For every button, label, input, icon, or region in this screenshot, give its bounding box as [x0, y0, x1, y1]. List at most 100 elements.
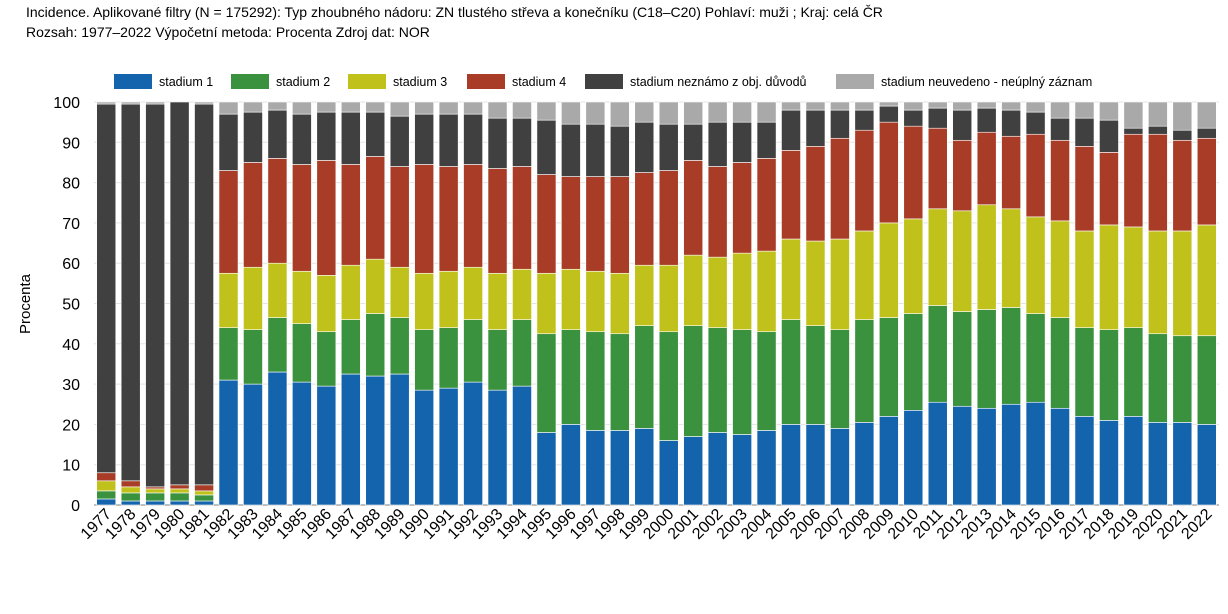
- bar-segment: [365, 375, 386, 506]
- bar-segment: [438, 270, 459, 328]
- bar-segment: [340, 319, 361, 375]
- bar-segment: [805, 240, 826, 326]
- bars: [96, 101, 1217, 506]
- bar-segment: [830, 101, 850, 111]
- bar-segment: [145, 500, 165, 506]
- bar-segment: [145, 486, 165, 490]
- bar-segment: [487, 101, 508, 119]
- bar-segment: [194, 103, 214, 486]
- bar-segment: [805, 101, 826, 111]
- bar-segment: [1001, 208, 1021, 308]
- bar-segment: [487, 117, 508, 169]
- bar-segment: [561, 424, 581, 506]
- legend-swatch: [114, 74, 152, 89]
- bar-segment: [707, 327, 728, 433]
- bar-segment: [561, 123, 581, 177]
- bar-segment: [218, 101, 239, 115]
- bar-segment: [512, 101, 532, 119]
- bar-segment: [1148, 422, 1168, 506]
- bar-segment: [218, 327, 239, 381]
- bar-segment: [1099, 101, 1119, 121]
- bar-segment: [805, 146, 826, 242]
- bar-segment: [830, 238, 850, 331]
- bar-segment: [658, 170, 679, 266]
- bar-segment: [1001, 101, 1021, 111]
- bar-segment: [463, 381, 483, 506]
- bar-segment: [267, 109, 288, 159]
- bar-segment: [1196, 127, 1217, 139]
- bar-segment: [487, 272, 508, 330]
- bar-segment: [1172, 335, 1193, 423]
- bar-segment: [169, 488, 190, 494]
- bar-segment: [96, 101, 117, 105]
- bar-segment: [976, 131, 997, 206]
- bar-segment: [120, 492, 141, 502]
- bar-segment: [536, 119, 557, 175]
- bar-segment: [756, 121, 777, 159]
- bar-segment: [1172, 129, 1193, 141]
- legend-swatch: [585, 74, 623, 89]
- bar-segment: [1196, 101, 1217, 129]
- bar-segment: [952, 101, 973, 111]
- bar-segment: [389, 317, 410, 375]
- bar-segment: [243, 266, 263, 330]
- bar-segment: [683, 160, 704, 256]
- bar-segment: [1196, 335, 1217, 425]
- bar-segment: [878, 121, 899, 224]
- bar-segment: [927, 401, 948, 506]
- bar-segment: [781, 150, 801, 240]
- bar-segment: [634, 264, 655, 326]
- bar-segment: [854, 109, 875, 131]
- bar-segment: [96, 103, 117, 474]
- bar-segment: [756, 158, 777, 252]
- bar-segment: [1074, 327, 1095, 417]
- bar-segment: [243, 383, 263, 506]
- bar-segment: [267, 158, 288, 264]
- bar-segment: [683, 436, 704, 506]
- bar-segment: [927, 208, 948, 306]
- bar-segment: [683, 254, 704, 326]
- y-tick-label: 90: [62, 135, 80, 152]
- bar-segment: [781, 319, 801, 425]
- bar-segment: [609, 272, 630, 335]
- bar-segment: [414, 389, 435, 506]
- bar-segment: [658, 101, 679, 125]
- bar-segment: [243, 111, 263, 163]
- bar-segment: [292, 113, 312, 165]
- bar-segment: [585, 101, 606, 125]
- bar-segment: [854, 129, 875, 232]
- bar-segment: [830, 109, 850, 139]
- bar-segment: [756, 101, 777, 123]
- bar-segment: [536, 174, 557, 274]
- bar-segment: [169, 484, 190, 490]
- bar-segment: [512, 117, 532, 167]
- bar-segment: [96, 480, 117, 492]
- legend-swatch: [836, 74, 874, 89]
- bar-segment: [438, 113, 459, 167]
- bar-segment: [927, 107, 948, 129]
- bar-segment: [854, 319, 875, 423]
- bar-segment: [218, 272, 239, 328]
- bar-segment: [1196, 424, 1217, 506]
- legend-swatch: [231, 74, 269, 89]
- bar-segment: [634, 121, 655, 173]
- bar-segment: [536, 333, 557, 433]
- bar-segment: [732, 101, 752, 123]
- bar-segment: [683, 101, 704, 125]
- bar-segment: [389, 101, 410, 117]
- y-tick-label: 60: [62, 256, 80, 273]
- bar-segment: [512, 268, 532, 320]
- bar-segment: [1099, 119, 1119, 153]
- bar-segment: [1172, 101, 1193, 131]
- bar-segment: [292, 323, 312, 383]
- bar-segment: [414, 272, 435, 330]
- bar-segment: [438, 327, 459, 389]
- bar-segment: [1148, 133, 1168, 232]
- y-tick-label: 30: [62, 377, 80, 394]
- bar-segment: [707, 121, 728, 167]
- bar-segment: [194, 500, 214, 506]
- bar-segment: [1050, 407, 1070, 506]
- bar-segment: [243, 162, 263, 268]
- bar-segment: [536, 272, 557, 335]
